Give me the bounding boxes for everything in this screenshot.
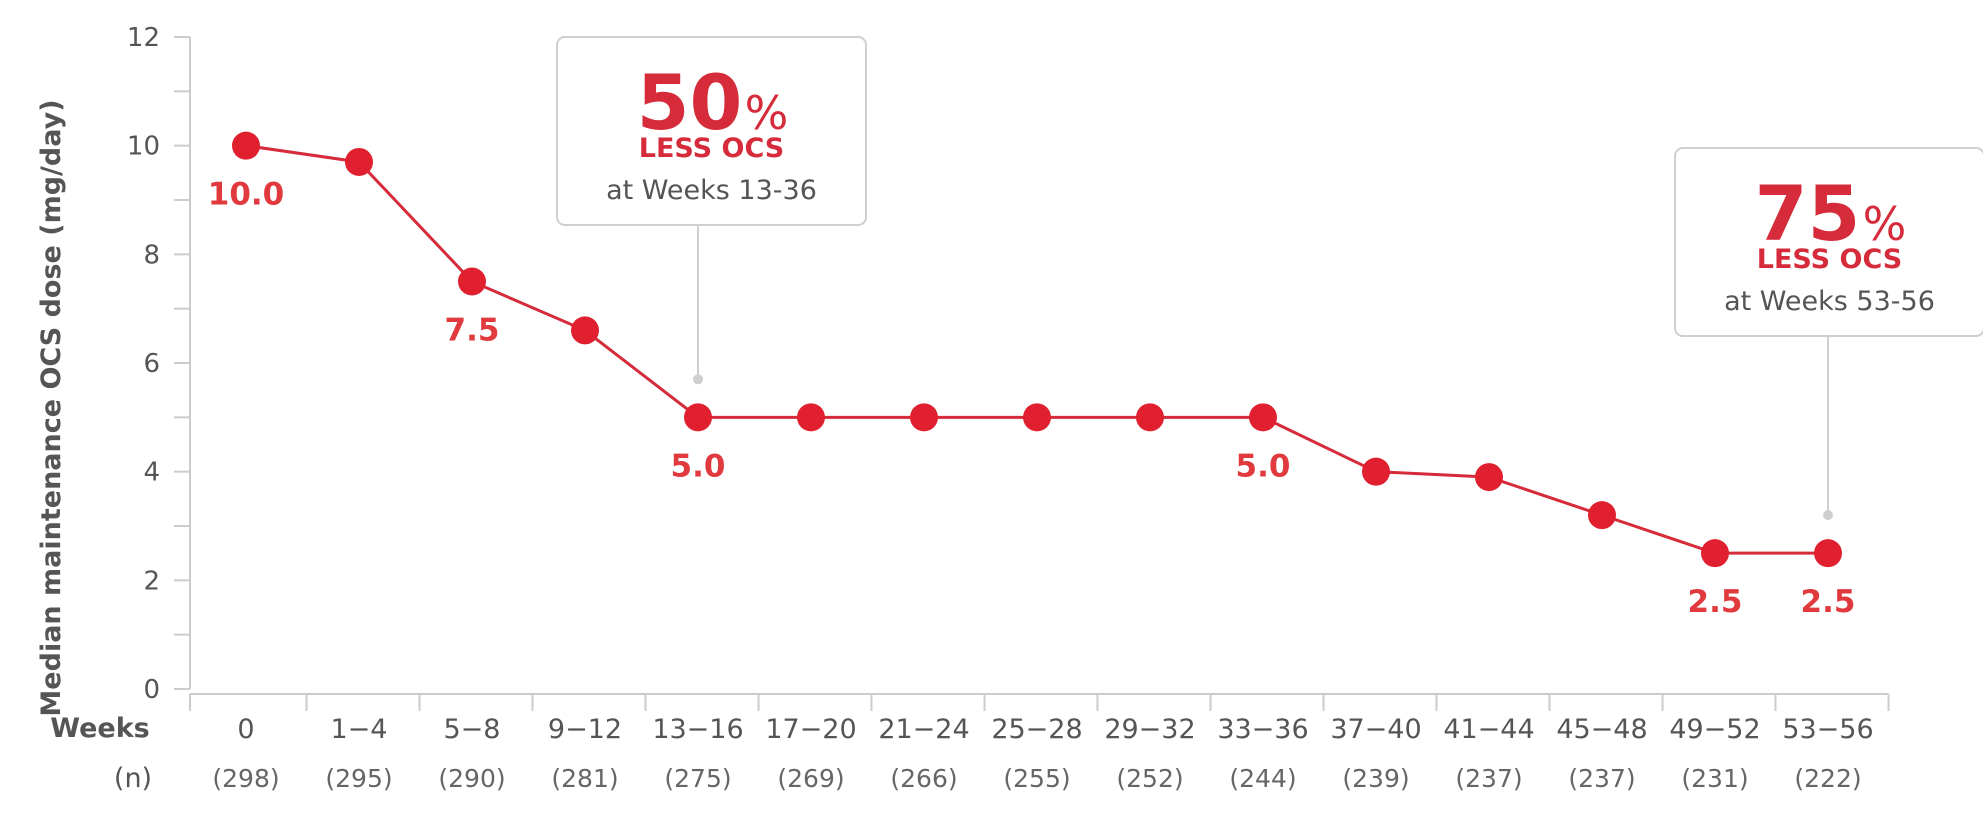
data-point bbox=[1362, 457, 1390, 486]
data-point bbox=[1588, 501, 1616, 530]
callout-75-percent: 75 %LESS OCS at Weeks 53-56 bbox=[1674, 147, 1983, 521]
x-tick-label: 49−52 bbox=[1669, 714, 1760, 745]
n-label: (269) bbox=[777, 764, 844, 793]
data-label: 7.5 bbox=[445, 313, 500, 349]
callout-50-percent: 50 %LESS OCS at Weeks 13-36 bbox=[556, 36, 867, 385]
n-label: (266) bbox=[890, 764, 957, 793]
y-tick-label: 2 bbox=[143, 566, 160, 596]
x-tick-label: 1−4 bbox=[331, 714, 388, 745]
series-line: 10.0 7.5 5.0 5.0 2.5 2.5 bbox=[208, 131, 1856, 620]
n-label: (244) bbox=[1229, 764, 1296, 793]
y-tick-label: 0 bbox=[143, 675, 160, 705]
x-tick-label: 45−48 bbox=[1556, 714, 1647, 745]
callout-leader-dot bbox=[693, 374, 703, 385]
n-label: (281) bbox=[551, 764, 618, 793]
data-point bbox=[1701, 539, 1729, 568]
axes: 0 2 4 6 8 10 12 0 1−4 5−8 9−12 13−16 17−20 21−24 25−28… bbox=[127, 23, 1890, 793]
n-label: (237) bbox=[1568, 764, 1635, 793]
data-point bbox=[1475, 463, 1503, 492]
callout-leader-dot bbox=[1823, 510, 1833, 521]
callout-line1: LESS OCS bbox=[1757, 244, 1902, 275]
x-tick-label: 5−8 bbox=[444, 714, 501, 745]
n-label: (295) bbox=[325, 764, 392, 793]
data-label: 2.5 bbox=[1801, 584, 1856, 620]
series-path bbox=[245, 144, 1828, 555]
n-label: (231) bbox=[1681, 764, 1748, 793]
y-tick-label: 8 bbox=[143, 240, 160, 270]
data-point bbox=[684, 403, 712, 432]
callout-line2: at Weeks 13-36 bbox=[606, 175, 817, 206]
n-label: (298) bbox=[212, 764, 279, 793]
data-point bbox=[1023, 403, 1051, 432]
x-tick-label: 0 bbox=[237, 714, 254, 745]
y-axis-label: Median maintenance OCS dose (mg/day) bbox=[36, 99, 67, 716]
n-label: (255) bbox=[1003, 764, 1070, 793]
n-label: (290) bbox=[438, 764, 505, 793]
weeks-row-label: Weeks bbox=[50, 713, 149, 744]
data-point bbox=[1814, 539, 1842, 568]
callout-box bbox=[556, 36, 867, 226]
x-tick-label: 25−28 bbox=[991, 714, 1082, 745]
callout-box bbox=[1674, 147, 1983, 337]
n-label: (237) bbox=[1455, 764, 1522, 793]
x-tick-label: 33−36 bbox=[1217, 714, 1308, 745]
callout-value: 50 bbox=[637, 58, 743, 147]
callout-value: 75 bbox=[1755, 169, 1861, 258]
x-tick-label: 17−20 bbox=[765, 714, 856, 745]
n-row-label: (n) bbox=[114, 763, 152, 794]
x-tick-label: 29−32 bbox=[1104, 714, 1195, 745]
n-label: (222) bbox=[1794, 764, 1861, 793]
data-point bbox=[797, 403, 825, 432]
n-label: (252) bbox=[1116, 764, 1183, 793]
data-point bbox=[1136, 403, 1164, 432]
data-label: 10.0 bbox=[208, 177, 285, 213]
y-tick-label: 6 bbox=[143, 349, 160, 379]
y-tick-label: 10 bbox=[127, 132, 160, 162]
data-point bbox=[458, 267, 486, 296]
data-label: 2.5 bbox=[1688, 584, 1743, 620]
data-point bbox=[1249, 403, 1277, 432]
x-tick-label: 53−56 bbox=[1782, 714, 1873, 745]
x-tick-label: 41−44 bbox=[1443, 714, 1534, 745]
callout-line2: at Weeks 53-56 bbox=[1724, 286, 1935, 317]
y-tick-label: 4 bbox=[143, 458, 160, 488]
x-tick-label: 13−16 bbox=[652, 714, 743, 745]
data-point bbox=[910, 403, 938, 432]
y-tick-label: 12 bbox=[127, 23, 160, 53]
data-point bbox=[232, 131, 260, 160]
data-label: 5.0 bbox=[1236, 448, 1291, 484]
x-tick-label: 9−12 bbox=[548, 714, 622, 745]
n-label: (275) bbox=[664, 764, 731, 793]
callout-line1: LESS OCS bbox=[639, 133, 784, 164]
callout-unit: % bbox=[745, 86, 789, 140]
x-tick-label: 37−40 bbox=[1330, 714, 1421, 745]
n-label: (239) bbox=[1342, 764, 1409, 793]
callout-unit: % bbox=[1863, 197, 1907, 251]
data-label: 5.0 bbox=[671, 448, 726, 484]
data-point bbox=[571, 316, 599, 345]
data-point bbox=[345, 147, 373, 176]
x-tick-label: 21−24 bbox=[878, 714, 969, 745]
